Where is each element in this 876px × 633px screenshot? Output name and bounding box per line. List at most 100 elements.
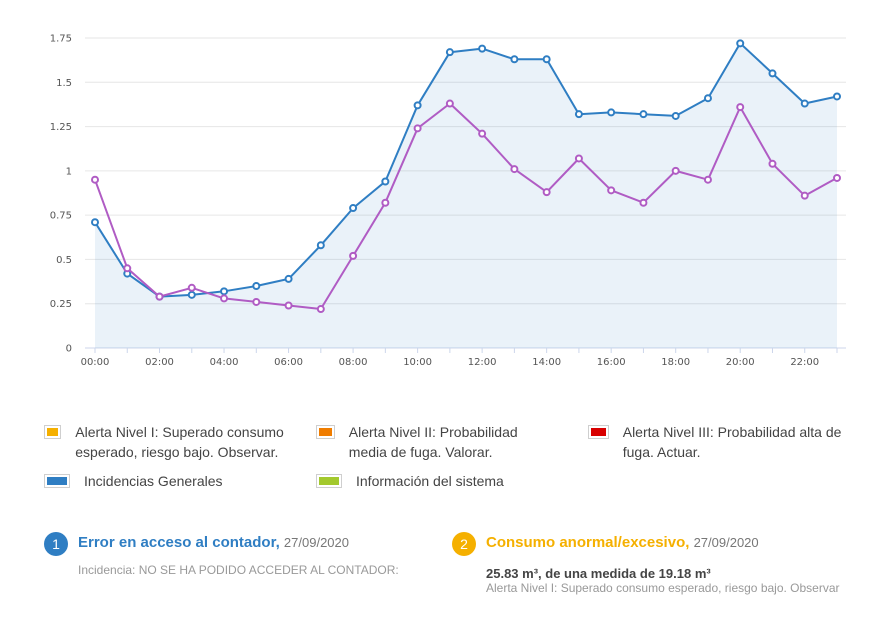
legend-label: Incidencias Generales — [84, 473, 223, 489]
data-point — [252, 297, 261, 306]
data-point — [768, 69, 777, 78]
legend-swatch — [44, 425, 62, 439]
data-point — [445, 99, 454, 108]
legend-item-general-incidents[interactable]: Incidencias Generales — [44, 471, 309, 491]
y-tick-label: 0.75 — [50, 211, 72, 222]
data-point — [413, 101, 422, 110]
legend-label: Alerta Nivel I: Superado consumo esperad… — [75, 424, 284, 460]
data-point — [703, 175, 712, 184]
data-point — [768, 159, 777, 168]
data-point — [220, 287, 229, 296]
data-point — [91, 218, 99, 227]
data-point — [445, 48, 454, 57]
incident-number-badge: 2 — [452, 532, 476, 556]
legend-swatch — [588, 425, 609, 439]
data-point — [349, 251, 358, 260]
data-point — [574, 154, 583, 163]
x-tick-label: 02:00 — [145, 357, 174, 368]
data-point — [574, 110, 583, 119]
x-tick-label: 04:00 — [210, 357, 239, 368]
y-tick-label: 0.5 — [56, 255, 72, 266]
data-point — [155, 292, 164, 301]
data-point — [349, 204, 358, 213]
data-point — [381, 198, 390, 207]
data-point — [510, 55, 519, 64]
legend-label: Alerta Nivel II: Probabilidad media de f… — [348, 424, 518, 460]
x-tick-label: 16:00 — [597, 357, 626, 368]
data-point — [542, 188, 551, 197]
legend-item-alert-level-1[interactable]: Alerta Nivel I: Superado consumo esperad… — [44, 422, 309, 462]
incident-detail: Incidencia: NO SE HA PODIDO ACCEDER AL C… — [78, 563, 399, 577]
incident-value: 25.83 m³, de una medida de 19.18 m³ — [486, 566, 711, 581]
data-point — [123, 264, 132, 273]
data-point — [478, 44, 487, 53]
data-point — [671, 111, 680, 120]
data-point — [284, 301, 293, 310]
y-tick-label: 1 — [66, 166, 72, 177]
x-tick-label: 10:00 — [403, 357, 432, 368]
swatch-color — [47, 477, 67, 485]
incident-title: Error en acceso al contador, — [78, 534, 280, 551]
data-point — [736, 39, 745, 48]
data-point — [220, 294, 229, 303]
incident-number-badge: 1 — [44, 532, 68, 556]
swatch-color — [319, 428, 332, 436]
legend-swatch — [44, 474, 70, 488]
series-line — [94, 102, 838, 310]
consumption-line-chart: 0 0.25 0.5 0.75 1 1.25 1.5 1.75 00:00 02:00 04:00 0… — [50, 34, 846, 368]
data-point — [187, 290, 196, 299]
x-tick-label: 22:00 — [790, 357, 819, 368]
data-point — [703, 94, 712, 103]
x-tick-label: 00:00 — [81, 357, 110, 368]
x-tick-label: 18:00 — [661, 357, 690, 368]
data-point — [607, 186, 616, 195]
data-point — [316, 305, 325, 314]
legend-item-alert-level-3[interactable]: Alerta Nivel III: Probabilidad alta de f… — [588, 422, 844, 462]
y-tick-label: 1.5 — [56, 78, 72, 89]
data-point — [833, 173, 841, 182]
data-point — [478, 129, 487, 138]
swatch-color — [319, 477, 339, 485]
data-point — [381, 177, 390, 186]
data-point — [639, 198, 648, 207]
incident-1[interactable]: 1 Error en acceso al contador, 27/09/202… — [44, 532, 434, 582]
data-point — [800, 99, 809, 108]
incident-header: Error en acceso al contador, 27/09/2020 — [78, 534, 349, 551]
data-point — [671, 166, 680, 175]
data-point — [833, 92, 841, 101]
data-point — [510, 165, 519, 174]
series-area — [95, 43, 837, 349]
data-point — [736, 103, 745, 112]
y-tick-label: 1.25 — [50, 122, 72, 133]
data-point — [639, 110, 648, 119]
incident-title: Consumo anormal/excesivo, — [486, 534, 690, 551]
x-tick-label: 14:00 — [532, 357, 561, 368]
incident-subtext: Alerta Nivel I: Superado consumo esperad… — [486, 581, 840, 595]
incident-date: 27/09/2020 — [283, 535, 349, 550]
x-tick-label: 12:00 — [468, 357, 497, 368]
x-tick-label: 08:00 — [339, 357, 368, 368]
data-point — [91, 175, 99, 184]
data-point — [607, 108, 616, 117]
data-point — [187, 283, 196, 292]
legend-item-system-info[interactable]: Información del sistema — [316, 471, 551, 491]
y-tick-label: 0.25 — [50, 299, 72, 310]
legend-swatch — [316, 425, 335, 439]
legend-item-alert-level-2[interactable]: Alerta Nivel II: Probabilidad media de f… — [316, 422, 551, 462]
series-line — [94, 42, 838, 298]
y-tick-label: 0 — [66, 344, 72, 355]
data-point — [800, 191, 809, 200]
legend-swatch — [316, 474, 342, 488]
x-tick-label: 20:00 — [726, 357, 755, 368]
incident-2[interactable]: 2 Consumo anormal/excesivo, 27/09/2020 2… — [452, 532, 862, 612]
y-tick-label: 1.75 — [50, 34, 72, 45]
data-point — [252, 282, 261, 290]
swatch-color — [47, 428, 59, 436]
x-tick-label: 06:00 — [274, 357, 303, 368]
data-point — [284, 274, 293, 283]
incident-header: Consumo anormal/excesivo, 27/09/2020 — [486, 534, 759, 551]
legend-label: Información del sistema — [356, 473, 504, 489]
data-point — [413, 124, 422, 133]
swatch-color — [591, 428, 606, 436]
data-point — [316, 241, 325, 250]
